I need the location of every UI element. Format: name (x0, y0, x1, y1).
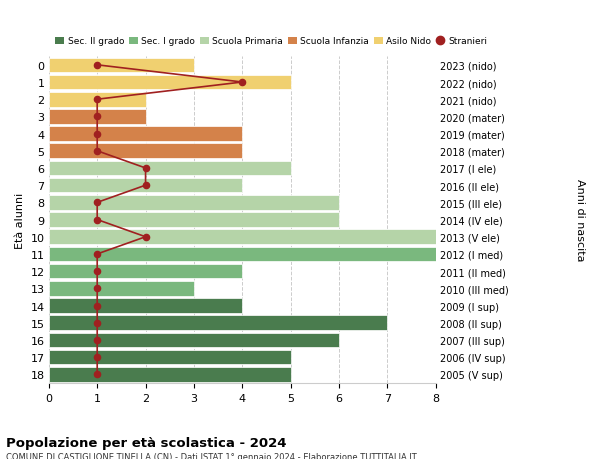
Text: COMUNE DI CASTIGLIONE TINELLA (CN) - Dati ISTAT 1° gennaio 2024 - Elaborazione T: COMUNE DI CASTIGLIONE TINELLA (CN) - Dat… (6, 452, 417, 459)
Bar (49, 93, 146, 107)
Point (92, 62, 102, 69)
Bar (49, 110, 146, 124)
Point (92, 268, 102, 275)
Point (92, 336, 102, 344)
Point (92, 148, 102, 155)
Bar (49, 161, 290, 176)
Point (141, 182, 151, 190)
Point (92, 251, 102, 258)
Bar (49, 350, 290, 364)
Point (92, 96, 102, 104)
Point (92, 113, 102, 121)
Point (141, 165, 151, 172)
Bar (49, 333, 339, 347)
Legend: Sec. II grado, Sec. I grado, Scuola Primaria, Scuola Infanzia, Asilo Nido, Stran: Sec. II grado, Sec. I grado, Scuola Prim… (53, 35, 489, 48)
Point (92, 353, 102, 361)
Bar (49, 298, 242, 313)
Bar (49, 127, 242, 141)
Text: Popolazione per età scolastica - 2024: Popolazione per età scolastica - 2024 (6, 436, 287, 449)
Bar (49, 76, 290, 90)
Point (92, 216, 102, 224)
Point (141, 234, 151, 241)
Bar (49, 196, 339, 210)
Bar (49, 213, 339, 227)
Y-axis label: Anni di nascita: Anni di nascita (575, 179, 585, 261)
Bar (49, 179, 242, 193)
Point (92, 319, 102, 327)
Y-axis label: Età alunni: Età alunni (15, 192, 25, 248)
Bar (49, 230, 436, 245)
Point (92, 131, 102, 138)
Point (92, 302, 102, 309)
Point (92, 199, 102, 207)
Point (92, 371, 102, 378)
Point (238, 79, 247, 86)
Bar (49, 144, 242, 159)
Bar (49, 247, 436, 262)
Point (92, 285, 102, 292)
Bar (49, 367, 290, 382)
Bar (49, 264, 242, 279)
Bar (49, 316, 388, 330)
Bar (49, 281, 194, 296)
Bar (49, 58, 194, 73)
